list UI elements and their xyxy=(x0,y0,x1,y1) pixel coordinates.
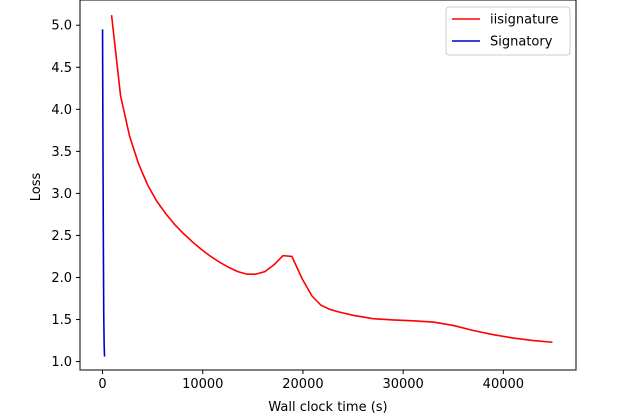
legend: iisignature Signatory xyxy=(445,6,571,56)
legend-label-0: iisignature xyxy=(490,13,558,28)
series-line-1 xyxy=(101,29,106,357)
series-line-0 xyxy=(110,15,553,344)
y-tick-label-7: 4.5 xyxy=(51,61,72,76)
y-axis-ticks: 1.0 1.5 2.0 2.5 3.0 3.5 4.0 4.5 5.0 xyxy=(51,19,80,370)
x-tick-label-3: 30000 xyxy=(382,377,423,392)
x-axis-label: Wall clock time (s) xyxy=(268,400,387,415)
y-tick-label-6: 4.0 xyxy=(51,103,72,118)
y-tick-label-5: 3.5 xyxy=(51,145,72,160)
y-tick-label-8: 5.0 xyxy=(51,19,72,34)
y-tick-label-4: 3.0 xyxy=(51,187,72,202)
x-tick-label-0: 0 xyxy=(98,377,106,392)
x-axis-ticks: 0 10000 20000 30000 40000 xyxy=(98,370,524,392)
legend-label-1: Signatory xyxy=(490,35,553,50)
y-axis-label: Loss xyxy=(29,173,44,202)
y-tick-label-3: 2.5 xyxy=(51,229,72,244)
y-tick-label-2: 2.0 xyxy=(51,271,72,286)
x-tick-label-2: 20000 xyxy=(282,377,323,392)
y-tick-label-1: 1.5 xyxy=(51,313,72,328)
series-layer xyxy=(101,15,553,357)
x-tick-label-4: 40000 xyxy=(483,377,524,392)
x-tick-label-1: 10000 xyxy=(182,377,223,392)
plot-frame xyxy=(79,0,577,371)
y-tick-label-0: 1.0 xyxy=(51,355,72,370)
